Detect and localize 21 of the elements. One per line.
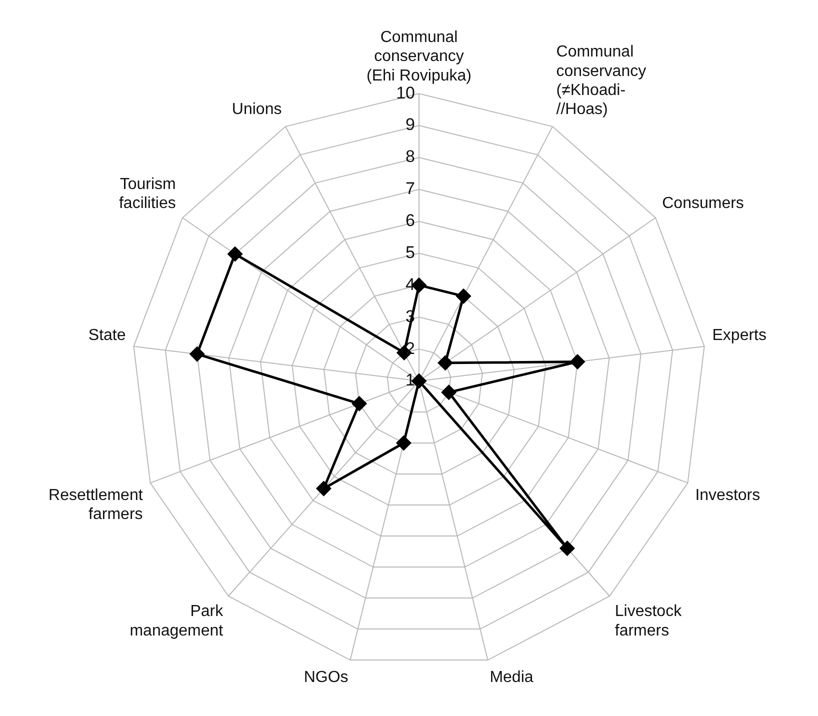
spoke-label: Experts: [712, 327, 766, 344]
y-tick-label: 1: [406, 370, 415, 390]
spoke-label: Communal conservancy (Ehi Rovipuka): [366, 29, 472, 84]
spoke-label: Livestock farmers: [614, 603, 683, 640]
y-tick-label: 9: [406, 115, 415, 134]
spoke-label: Unions: [232, 101, 282, 118]
spoke-label: Investors: [695, 486, 760, 504]
y-tick-label: 5: [406, 242, 415, 262]
y-tick-label: 10: [396, 83, 415, 102]
spoke-label: Tourism facilities: [118, 176, 176, 212]
spoke-label: Consumers: [662, 195, 744, 212]
y-tick-label: 6: [406, 211, 415, 230]
y-tick-label: 4: [406, 274, 415, 294]
spoke-label: Resettlement farmers: [48, 486, 144, 523]
spoke-label: Park management: [130, 603, 224, 640]
spoke-label: Communal conservancy (≠Khoadi- //Hoas): [556, 44, 646, 118]
spoke-label: Media: [490, 668, 534, 686]
spoke-label: State: [88, 327, 126, 344]
y-tick-label: 7: [406, 179, 415, 198]
y-tick-label: 8: [406, 147, 415, 166]
spoke-label: NGOs: [304, 668, 348, 686]
